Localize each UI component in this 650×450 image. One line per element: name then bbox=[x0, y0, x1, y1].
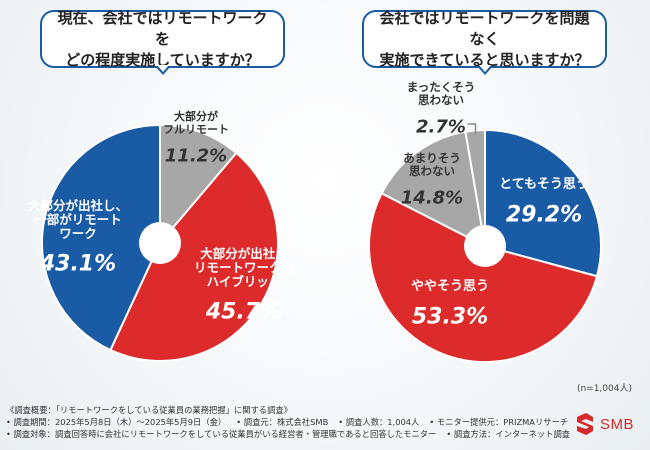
slice-value-label: 14.8% bbox=[401, 187, 463, 208]
slice-value-label: 11.2% bbox=[165, 145, 227, 166]
slice-label: 大部分が出社と bbox=[200, 246, 288, 261]
pie-slice bbox=[380, 130, 487, 248]
pie-slice bbox=[368, 191, 599, 363]
pie-slice bbox=[109, 151, 279, 362]
question-2-title: 会社ではリモートワークを問題なく 実施できていると思いますか？ bbox=[362, 9, 607, 75]
survey-target: • 調査対象：調査回答時に会社にリモートワークをしている従業員がいる経営者・管理… bbox=[6, 429, 437, 439]
smb-logo: SMB bbox=[574, 412, 634, 436]
pie-chart-2: とてもそう思う29.2%ややそう思う53.3%あまりそう思わない14.8%まった… bbox=[368, 80, 602, 363]
slice-value-label: 29.2% bbox=[506, 203, 582, 228]
pie-slice bbox=[484, 128, 602, 278]
slice-label: とてもそう思う bbox=[499, 177, 589, 192]
slice-label: フルリモート bbox=[163, 123, 229, 136]
pie-center-hole bbox=[464, 225, 506, 267]
slice-label: あまりそう bbox=[403, 151, 461, 165]
slice-label: ワーク bbox=[59, 226, 97, 241]
slice-label: ハイブリッド bbox=[207, 274, 282, 289]
survey-method: • 調査方法：インターネット調査 bbox=[446, 429, 571, 439]
leader-line bbox=[467, 123, 477, 135]
slice-label: 思わない bbox=[409, 164, 455, 178]
slice-label: リモートワークの bbox=[194, 260, 294, 275]
sample-size: (n=1,004人) bbox=[576, 384, 632, 394]
slice-value-label: 43.1% bbox=[39, 252, 116, 277]
slice-value-label: 2.7% bbox=[416, 116, 466, 137]
pie-center-hole bbox=[139, 222, 181, 264]
slice-value-label: 45.7% bbox=[205, 300, 282, 325]
smb-logo-icon bbox=[577, 413, 593, 435]
survey-respondents: • 調査人数：1,004人 bbox=[338, 417, 420, 427]
slice-label: ややそう思う bbox=[411, 279, 489, 294]
survey-footer: 《調査概要：「リモートワークをしている従業員の業務把握」に関する調査》 • 調査… bbox=[6, 404, 570, 440]
survey-monitor: • モニター提供元：PRIZMAリサーチ bbox=[429, 417, 569, 427]
smb-logo-text: SMB bbox=[600, 415, 635, 433]
survey-period: • 調査期間：2025年5月8日（木）～2025年5月9日（金） bbox=[6, 417, 227, 427]
slice-label: 大部分が bbox=[174, 109, 218, 123]
slice-label: 思わない bbox=[418, 93, 464, 107]
question-1-title: 現在、会社ではリモートワークを どの程度実施していますか？ bbox=[40, 9, 285, 75]
slice-label-group: とてもそう思う 29.2% bbox=[499, 177, 589, 228]
slice-value-label: 53.3% bbox=[412, 305, 488, 330]
survey-title: 《調査概要：「リモートワークをしている従業員の業務把握」に関する調査》 bbox=[6, 405, 292, 415]
survey-organizer: • 調査元：株式会社SMB bbox=[236, 417, 329, 427]
slice-label: 大部分が出社し、 bbox=[28, 198, 128, 213]
pie-slice bbox=[159, 123, 238, 246]
slice-label: まったくそう bbox=[407, 80, 476, 94]
slice-label: 一部がリモート bbox=[34, 212, 122, 227]
pie-slice bbox=[41, 123, 161, 352]
slice-label-group: ややそう思う 53.3% bbox=[411, 279, 489, 330]
